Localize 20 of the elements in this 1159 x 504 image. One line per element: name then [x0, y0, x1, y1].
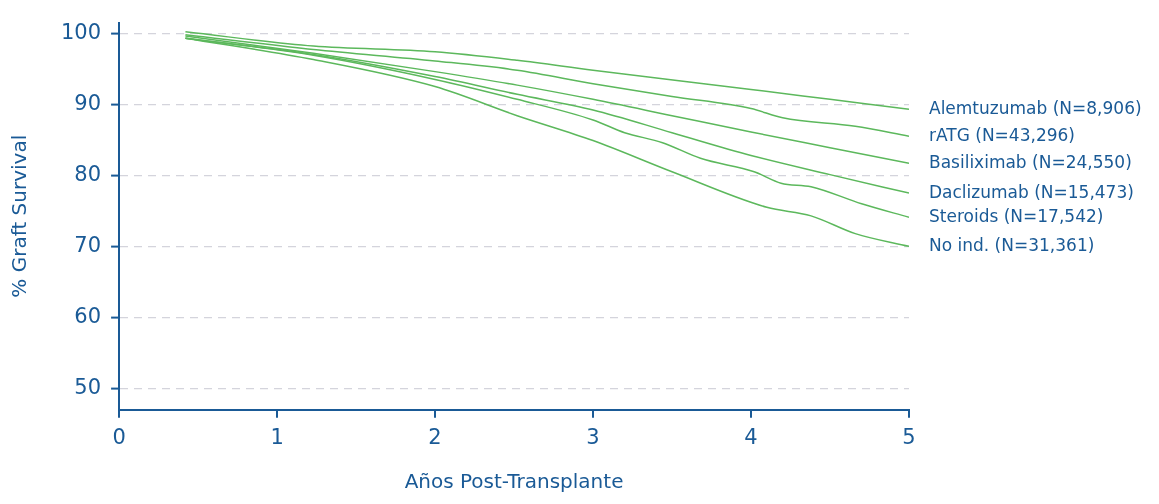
x-axis-title: Años Post-Transplante: [404, 469, 624, 494]
series-label: Daclizumab (N=15,473): [929, 181, 1134, 202]
x-tick-label: 0: [112, 424, 126, 449]
y-tick-label: 70: [74, 232, 102, 257]
x-tick-label: 5: [902, 424, 916, 449]
y-tick-label: 80: [74, 161, 102, 186]
x-tick-label: 3: [586, 424, 600, 449]
x-tick-label: 2: [428, 424, 442, 449]
series-label: Basiliximab (N=24,550): [929, 151, 1132, 172]
y-tick-label: 100: [60, 19, 102, 44]
series-label: rATG (N=43,296): [929, 124, 1075, 145]
y-tick-label: 90: [74, 90, 102, 115]
y-axis-title: % Graft Survival: [7, 134, 32, 298]
y-tick-label: 60: [74, 303, 102, 328]
y-tick-label: 50: [74, 374, 102, 399]
x-tick-label: 1: [270, 424, 284, 449]
series-label: Alemtuzumab (N=8,906): [929, 97, 1142, 118]
series-label: No ind. (N=31,361): [929, 234, 1095, 255]
x-tick-label: 4: [744, 424, 758, 449]
series-label: Steroids (N=17,542): [929, 205, 1104, 226]
